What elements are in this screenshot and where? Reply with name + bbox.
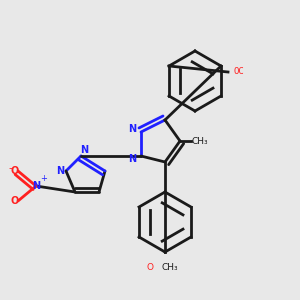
Text: N: N — [32, 181, 40, 191]
Text: N: N — [128, 124, 136, 134]
Text: O: O — [11, 166, 19, 176]
Text: CH₃: CH₃ — [162, 262, 178, 272]
Text: O: O — [11, 196, 19, 206]
Text: CH₃: CH₃ — [192, 136, 208, 146]
Text: N: N — [56, 166, 64, 176]
Text: N: N — [128, 154, 136, 164]
Text: -: - — [8, 163, 13, 173]
Text: +: + — [40, 174, 47, 183]
Text: N: N — [80, 145, 88, 155]
Text: OC: OC — [234, 68, 245, 76]
Text: O: O — [146, 262, 154, 272]
